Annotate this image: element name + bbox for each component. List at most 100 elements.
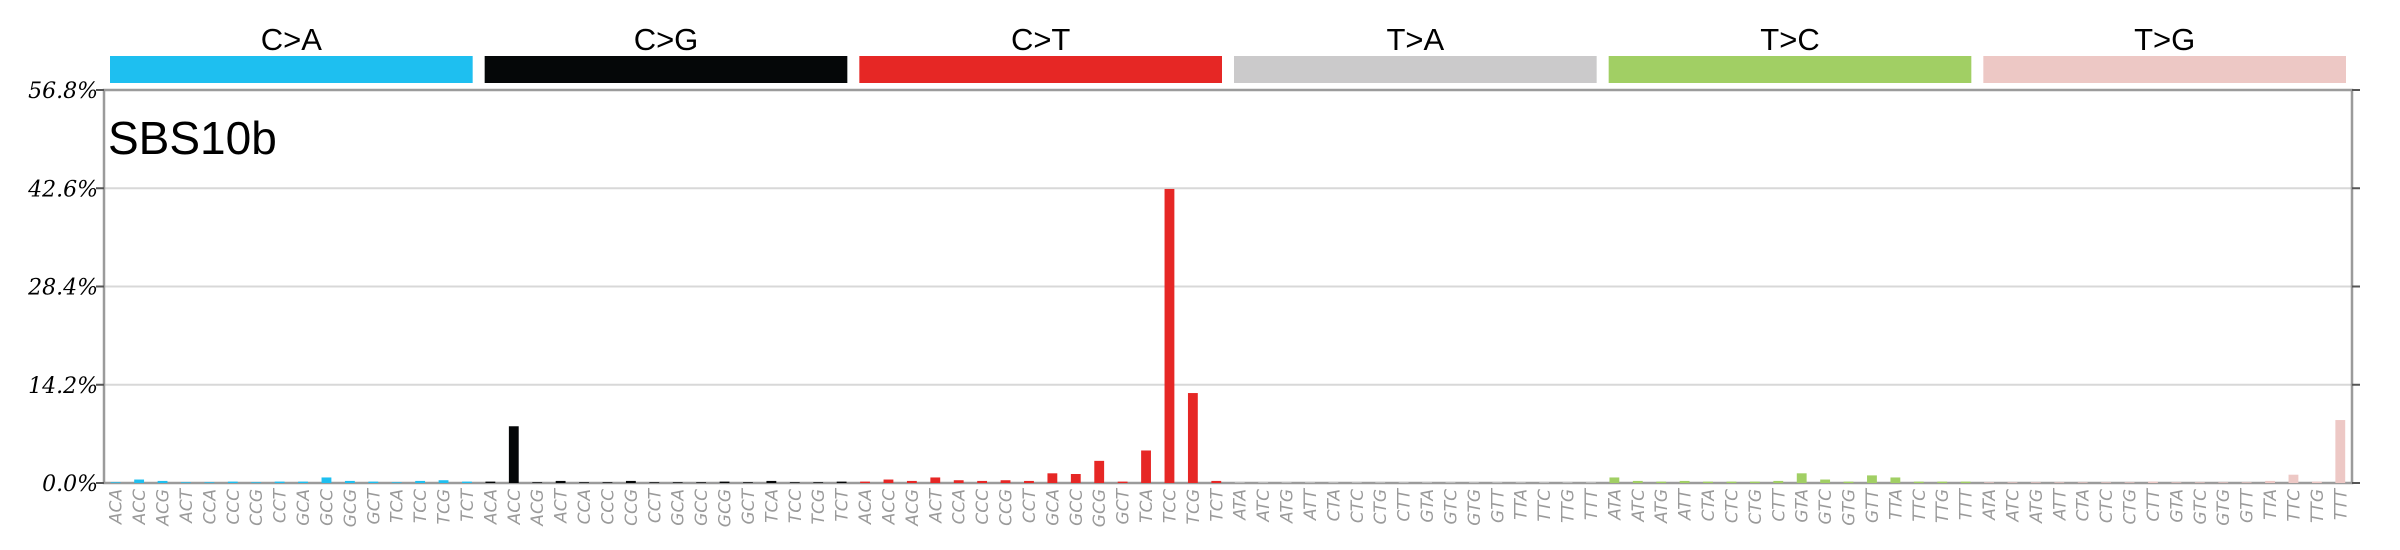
xtick-label-21: CCC xyxy=(598,489,618,525)
bar-21 xyxy=(602,482,613,483)
bar-59 xyxy=(1492,482,1503,483)
ytick-label-2: 28.4% xyxy=(27,276,98,301)
bar-58 xyxy=(1468,482,1479,483)
xtick-label-28: TCA xyxy=(762,489,782,523)
bar-56 xyxy=(1422,482,1432,483)
bar-69 xyxy=(1726,481,1737,483)
bar-75 xyxy=(1867,475,1877,483)
xtick-label-5: CCC xyxy=(224,489,244,525)
xtick-label-53: CTC xyxy=(1348,489,1368,523)
bar-70 xyxy=(1749,481,1760,483)
xtick-label-66: ATG xyxy=(1652,489,1672,524)
header-bar-1 xyxy=(484,56,848,83)
bar-40 xyxy=(1047,473,1058,483)
bar-12 xyxy=(391,482,402,483)
xtick-label-35: ACT xyxy=(926,487,946,523)
bar-1 xyxy=(134,479,145,483)
bar-10 xyxy=(344,480,355,483)
xtick-label-27: GCT xyxy=(739,487,759,524)
header-label-1: C>G xyxy=(634,22,699,57)
bar-74 xyxy=(1843,481,1854,483)
bar-series xyxy=(110,188,2346,483)
xtick-label-0: ACA xyxy=(107,489,127,525)
bar-8 xyxy=(298,481,308,483)
bar-68 xyxy=(1703,481,1713,483)
bar-53 xyxy=(1351,482,1362,483)
xtick-label-83: ATT xyxy=(2050,487,2070,521)
bar-27 xyxy=(743,482,753,483)
xtick-label-25: GCC xyxy=(692,489,712,526)
bar-73 xyxy=(1820,479,1831,483)
xtick-label-81: ATC xyxy=(2003,489,2023,523)
y-axis-ticks: 0.0% 14.2% 28.4% 42.6% 56.8% xyxy=(27,79,2360,497)
xtick-label-68: CTA xyxy=(1699,489,1719,521)
xtick-label-55: CTT xyxy=(1395,487,1415,521)
bar-82 xyxy=(2030,482,2041,483)
bar-33 xyxy=(883,479,894,483)
ytick-label-0: 0.0% xyxy=(42,472,98,497)
bar-85 xyxy=(2101,482,2112,483)
xtick-label-31: TCT xyxy=(833,487,853,521)
bar-2 xyxy=(157,480,168,483)
bar-57 xyxy=(1445,482,1456,483)
bar-65 xyxy=(1632,480,1643,483)
bar-67 xyxy=(1679,480,1690,483)
bar-24 xyxy=(672,482,683,483)
bar-95 xyxy=(2335,420,2346,483)
bar-30 xyxy=(813,482,824,483)
xtick-label-85: CTC xyxy=(2097,489,2117,523)
xtick-label-75: GTT xyxy=(1863,487,1883,523)
xtick-label-64: ATA xyxy=(1605,489,1625,521)
bar-49 xyxy=(1258,482,1269,483)
bar-37 xyxy=(977,480,988,483)
xtick-label-78: TTG xyxy=(1933,489,1953,523)
gridlines xyxy=(104,187,2352,386)
bar-43 xyxy=(1117,481,1128,483)
header-label-5: T>G xyxy=(2134,22,2195,57)
xtick-label-59: GTT xyxy=(1488,487,1508,523)
xtick-label-2: ACG xyxy=(154,489,174,527)
xtick-label-32: ACA xyxy=(856,489,876,525)
bar-16 xyxy=(485,481,496,483)
bar-13 xyxy=(415,480,426,483)
bar-51 xyxy=(1305,482,1315,483)
bar-87 xyxy=(2148,481,2158,483)
xtick-label-72: GTA xyxy=(1793,489,1813,523)
xtick-label-48: ATA xyxy=(1231,489,1251,521)
xtick-label-37: CCC xyxy=(973,489,993,525)
bar-88 xyxy=(2171,482,2182,483)
bar-64 xyxy=(1609,477,1620,483)
header-bar-4 xyxy=(1608,56,1972,83)
bar-23 xyxy=(649,482,660,483)
chart-title: SBS10b xyxy=(108,112,277,164)
xtick-label-36: CCA xyxy=(950,489,970,524)
xtick-label-91: GTT xyxy=(2238,487,2258,523)
bar-34 xyxy=(906,480,917,483)
bar-29 xyxy=(789,482,800,483)
bar-38 xyxy=(1000,480,1011,483)
bar-48 xyxy=(1234,482,1245,483)
xtick-label-12: TCA xyxy=(388,489,408,523)
xtick-label-65: ATC xyxy=(1629,489,1649,523)
xtick-label-41: GCC xyxy=(1067,489,1087,526)
xtick-label-87: CTT xyxy=(2144,487,2164,521)
xtick-label-79: TTT xyxy=(1957,487,1977,520)
ytick-label-1: 14.2% xyxy=(28,374,98,399)
bar-45 xyxy=(1164,188,1175,483)
xtick-label-1: ACC xyxy=(130,489,150,525)
bar-92 xyxy=(2265,480,2275,483)
bar-50 xyxy=(1281,482,1292,483)
xtick-label-77: TTC xyxy=(1910,489,1930,522)
bar-44 xyxy=(1141,450,1151,483)
bar-54 xyxy=(1375,482,1386,483)
bar-17 xyxy=(508,426,519,483)
bar-4 xyxy=(204,482,215,483)
bar-86 xyxy=(2124,482,2135,483)
xtick-label-60: TTA xyxy=(1512,489,1532,520)
xtick-label-89: GTC xyxy=(2191,489,2211,525)
bar-6 xyxy=(251,482,262,483)
xtick-label-26: GCG xyxy=(716,489,736,527)
xtick-label-39: CCT xyxy=(1020,487,1040,523)
bar-60 xyxy=(1515,482,1526,483)
bar-36 xyxy=(953,480,964,483)
